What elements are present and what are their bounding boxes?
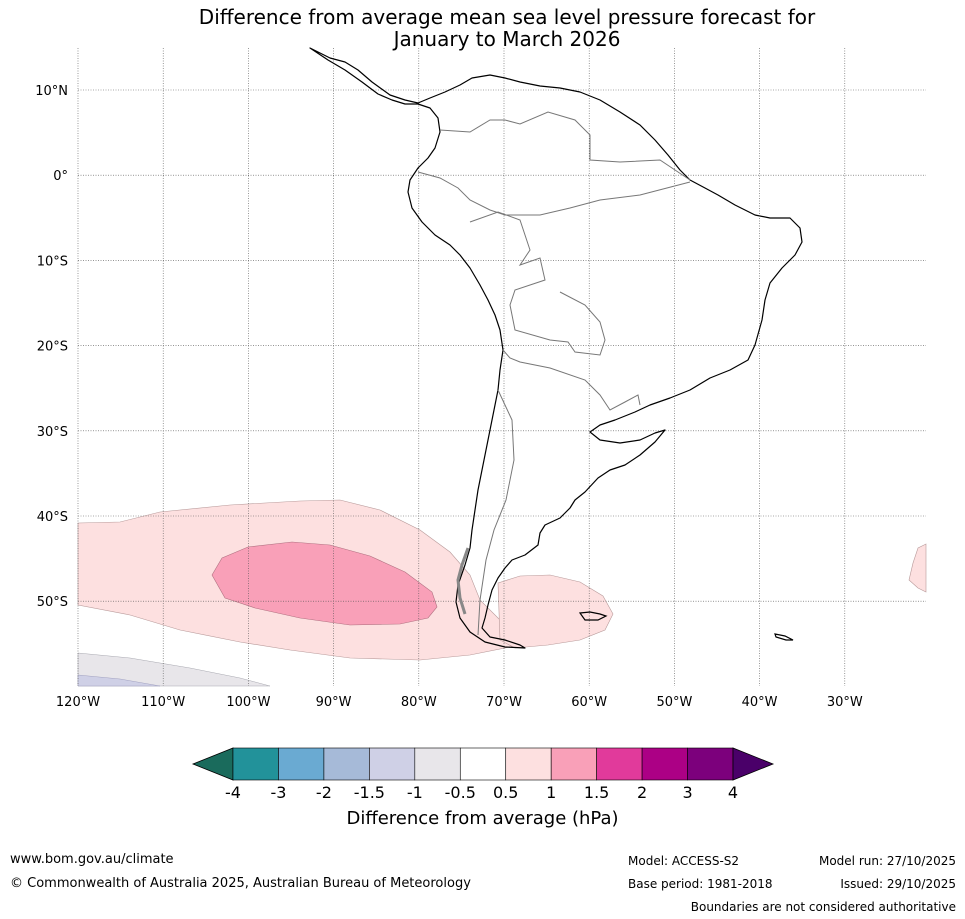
- colorbar-segment: [550, 747, 597, 781]
- colorbar-label: Difference from average (hPa): [346, 808, 619, 829]
- lon-label: 90°W: [316, 695, 352, 710]
- colorbar-tick-label: 3: [682, 783, 693, 802]
- colorbar-tick-label: 1: [546, 783, 557, 802]
- footer-copyright: © Commonwealth of Australia 2025, Austra…: [10, 876, 471, 891]
- lon-label: 110°W: [141, 695, 185, 710]
- lon-label: 40°W: [742, 695, 778, 710]
- lon-label: 30°W: [827, 695, 863, 710]
- colorbar-extend-high: [732, 747, 775, 781]
- south-america-outline: [309, 47, 803, 649]
- colorbar-segment: [596, 747, 643, 781]
- lat-label: 10°N: [35, 84, 68, 99]
- footer-model: Model: ACCESS-S2: [628, 854, 740, 868]
- lon-label: 60°W: [571, 695, 607, 710]
- lat-label: 0°: [53, 169, 68, 184]
- colorbar-segment: [323, 747, 370, 781]
- anomaly-region-atlantic-east: [908, 543, 927, 593]
- footer-url[interactable]: www.bom.gov.au/climate: [10, 852, 174, 867]
- colorbar: [191, 747, 775, 781]
- south-georgia: [774, 633, 794, 641]
- colorbar-segment: [414, 747, 461, 781]
- colorbar-tick-label: 2: [636, 783, 648, 802]
- lon-label: 120°W: [56, 695, 100, 710]
- chile-fjords: [456, 547, 470, 615]
- anomaly-layer: [77, 499, 927, 687]
- colorbar-segment: [459, 747, 507, 781]
- colorbar-extend-low: [191, 747, 234, 781]
- lat-label: 50°S: [37, 595, 68, 610]
- lat-label: 10°S: [37, 254, 68, 269]
- anomaly-region-negative-mid: [77, 674, 161, 687]
- footer-issued: Issued: 29/10/2025: [840, 877, 956, 891]
- colorbar-tick-label: -4: [225, 783, 241, 802]
- chart-title-line-2: January to March 2026: [393, 27, 621, 51]
- latitude-labels: 10°N 0° 10°S 20°S 30°S 40°S 50°S: [35, 84, 68, 610]
- lon-label: 50°W: [656, 695, 692, 710]
- lon-label: 100°W: [226, 695, 270, 710]
- chart-title-line-1: Difference from average mean sea level p…: [198, 5, 816, 29]
- lat-label: 30°S: [37, 425, 68, 440]
- footer-base-period: Base period: 1981-2018: [628, 877, 773, 891]
- falkland-islands: [578, 611, 608, 621]
- country-borders: [417, 111, 691, 636]
- colorbar-segment: [278, 747, 325, 781]
- colorbar-tick-label: -1: [406, 783, 423, 802]
- footer-model-run: Model run: 27/10/2025: [818, 854, 956, 868]
- colorbar-segment: [641, 747, 688, 781]
- lon-label: 70°W: [486, 695, 522, 710]
- lon-label: 80°W: [401, 695, 437, 710]
- lat-label: 40°S: [37, 510, 68, 525]
- colorbar-tick-label: 4: [727, 783, 739, 802]
- footer-disclaimer: Boundaries are not considered authoritat…: [690, 900, 956, 914]
- lat-label: 20°S: [37, 340, 68, 355]
- anomaly-region-pacific-strong: [211, 541, 438, 626]
- colorbar-tick-label: -1.5: [353, 783, 385, 802]
- coastline-south-america: [309, 47, 803, 649]
- colorbar-tick-label: -2: [315, 783, 332, 802]
- colorbar-tick-label: -3: [270, 783, 287, 802]
- anomaly-region-atlantic-weak: [497, 574, 614, 649]
- colorbar-segment: [505, 747, 552, 781]
- colorbar-tick-label: -0.5: [444, 783, 476, 802]
- colorbar-segment: [687, 747, 734, 781]
- colorbar-segment: [232, 747, 279, 781]
- colorbar-segment: [369, 747, 416, 781]
- longitude-labels: 120°W 110°W 100°W 90°W 80°W 70°W 60°W 50°W 40°W 3…: [56, 695, 863, 710]
- colorbar-tick-label: 1.5: [583, 783, 610, 802]
- colorbar-tick-label: 0.5: [492, 783, 519, 802]
